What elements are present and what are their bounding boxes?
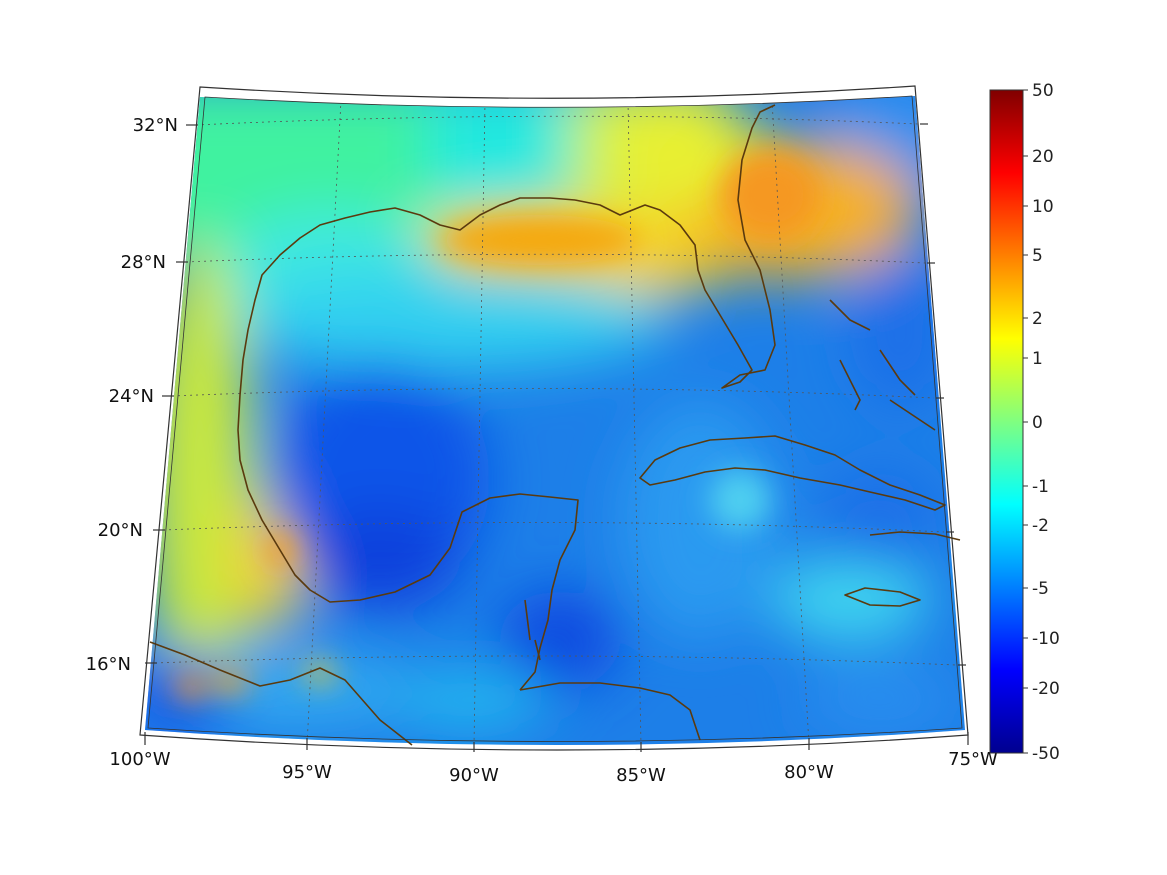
data-field <box>145 96 965 745</box>
florida-coast <box>574 104 776 389</box>
colorbar-label: -1 <box>1032 477 1049 497</box>
coastlines <box>149 104 961 746</box>
yucatan-islands <box>524 599 541 661</box>
lon-tick-label: 95°W <box>282 762 332 783</box>
colorbar-label: 20 <box>1032 147 1054 167</box>
lat-tick-label: 32°N <box>133 115 178 136</box>
lon-tick-label: 100°W <box>109 749 170 770</box>
lat-tick-label: 20°N <box>98 520 143 541</box>
colorbar-labels: 50 20 10 5 2 1 0 -1 -2 -5 -10 -20 -50 <box>1032 81 1060 764</box>
lon-tick-label: 90°W <box>449 765 499 786</box>
lon-tick-label: 75°W <box>948 749 998 770</box>
map-frame <box>139 85 969 751</box>
longitude-labels: 100°W 95°W 90°W 85°W 80°W 75°W <box>109 749 998 786</box>
colorbar-gradient <box>989 89 1024 754</box>
honduras-coast <box>519 682 701 741</box>
colorbar-label: -20 <box>1032 679 1060 699</box>
colorbar-label: -10 <box>1032 629 1060 649</box>
lat-tick-label: 24°N <box>109 386 154 407</box>
colorbar-label: 50 <box>1032 81 1054 101</box>
colorbar-label: 10 <box>1032 197 1054 217</box>
central-america-coast <box>149 641 413 746</box>
tick-marks <box>144 123 969 752</box>
colorbar-ticks <box>1023 89 1028 754</box>
colorbar-label: -5 <box>1032 579 1049 599</box>
lat-tick-label: 28°N <box>121 252 166 273</box>
colorbar-label: -2 <box>1032 516 1049 536</box>
latitude-labels: 32°N 28°N 24°N 20°N 16°N <box>86 115 178 675</box>
colorbar: 50 20 10 5 2 1 0 -1 -2 -5 -10 -20 -50 <box>989 81 1060 764</box>
lat-tick-label: 16°N <box>86 654 131 675</box>
colorbar-label: 0 <box>1032 413 1043 433</box>
cuba-coast <box>639 435 946 511</box>
colorbar-label: 2 <box>1032 309 1043 329</box>
colorbar-label: 5 <box>1032 246 1043 266</box>
gulf-coast-us-mexico <box>237 197 579 691</box>
jamaica-coast <box>844 587 921 607</box>
graticule <box>154 99 957 745</box>
lon-tick-label: 85°W <box>616 765 666 786</box>
colorbar-label: 1 <box>1032 349 1043 369</box>
bahamas-coast <box>829 299 936 431</box>
lon-tick-label: 80°W <box>784 762 834 783</box>
hispaniola-coast <box>869 531 961 541</box>
colorbar-label: -50 <box>1032 744 1060 764</box>
